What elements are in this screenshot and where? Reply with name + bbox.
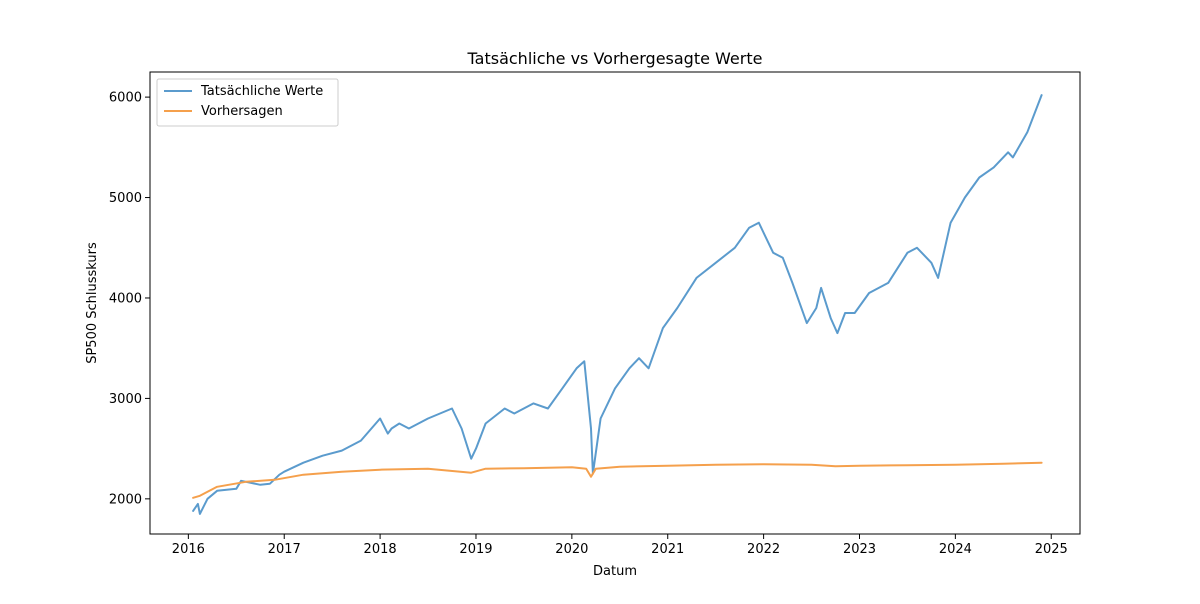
x-tick-label: 2016 [172, 542, 205, 557]
y-axis-label: SP500 Schlusskurs [85, 242, 100, 364]
legend-box [156, 78, 339, 127]
x-tick-label: 2025 [1035, 542, 1068, 557]
y-tick-label: 3000 [109, 392, 142, 407]
x-tick-label: 2021 [651, 542, 684, 557]
legend-label-actual: Tatsächliche Werte [200, 84, 323, 99]
x-tick-label: 2024 [939, 542, 972, 557]
y-tick-label: 2000 [109, 492, 142, 507]
y-tick-label: 4000 [109, 291, 142, 306]
x-tick-label: 2019 [459, 542, 492, 557]
x-tick-label: 2023 [843, 542, 876, 557]
y-tick-label: 5000 [109, 191, 142, 206]
legend-label-predictions: Vorhersagen [201, 104, 283, 119]
x-axis-label: Datum [593, 564, 637, 579]
x-axis-ticks: 2016 2017 2018 2019 2020 2021 2022 2023 2024 2025 [172, 534, 1068, 557]
x-tick-label: 2020 [555, 542, 588, 557]
y-axis-ticks: 2000 3000 4000 5000 6000 [109, 91, 150, 507]
series-line-predictions [192, 461, 1043, 499]
x-tick-label: 2017 [268, 542, 301, 557]
plot-area [149, 71, 1081, 535]
y-tick-label: 6000 [109, 91, 142, 106]
x-tick-label: 2022 [747, 542, 780, 557]
x-tick-label: 2018 [364, 542, 397, 557]
series-layer [192, 94, 1043, 515]
chart-title: Tatsächliche vs Vorhergesagte Werte [467, 49, 763, 68]
legend: Tatsächliche Werte Vorhersagen [156, 78, 339, 127]
